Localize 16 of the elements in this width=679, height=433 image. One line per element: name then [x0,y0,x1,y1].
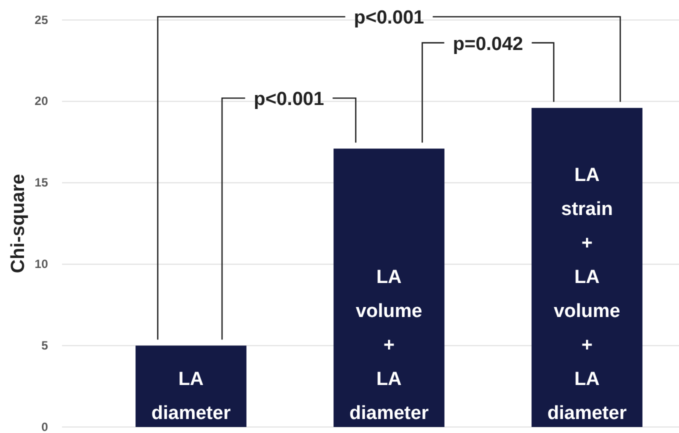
y-tick-label: 0 [41,420,48,433]
annotation: p<0.001 [254,89,324,110]
y-axis-title: Chi-square [8,174,29,274]
x-tick-label: LA strain + LA volume + LA diameter [547,165,628,424]
annotation: p<0.001 [354,8,425,29]
y-tick-label: 5 [41,338,48,352]
x-tick-label: LA volume + LA diameter [349,267,430,424]
y-tick-label: 20 [34,94,48,108]
bar [136,346,246,427]
y-tick-label: 25 [34,12,48,27]
y-tick-label: 10 [34,257,48,272]
bar [334,148,444,427]
annotation: p=0.042 [452,34,524,55]
y-tick-label: 15 [34,176,48,190]
x-tick-label: LA diameter [151,369,232,424]
bar [532,108,642,427]
